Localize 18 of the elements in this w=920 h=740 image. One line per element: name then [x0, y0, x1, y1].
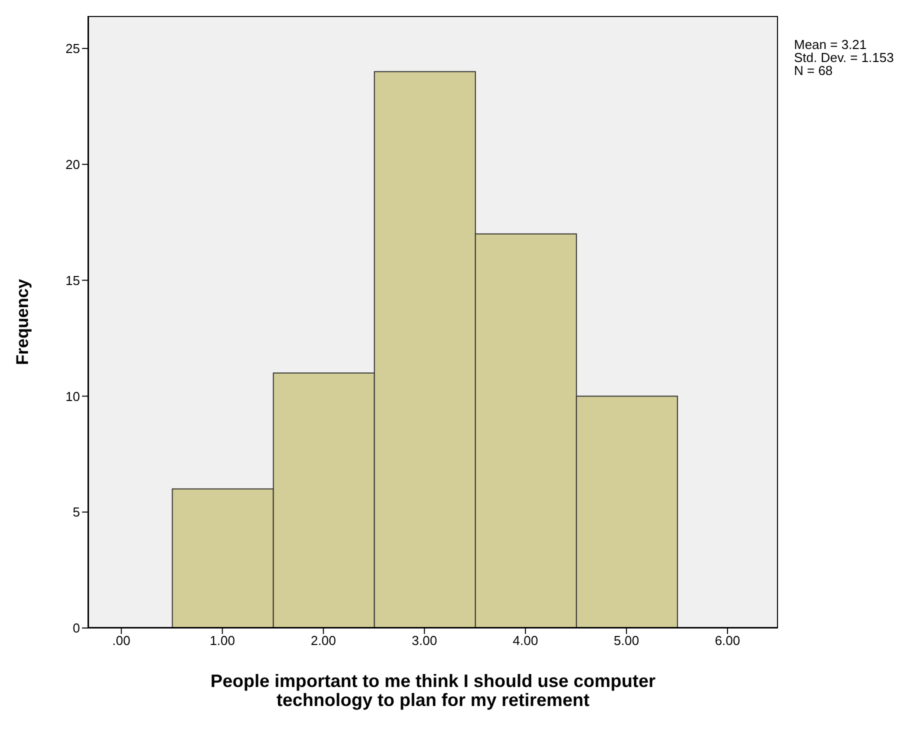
x-tick-label: .00 — [112, 633, 130, 648]
y-tick-label: 10 — [66, 388, 80, 404]
text: Mean = 3.21 — [794, 37, 868, 52]
y-tick-label: 25 — [66, 41, 80, 56]
y-tick-label: 0 — [72, 620, 80, 636]
y-axis-title: Frequency — [13, 278, 32, 365]
x-tick-label: 3.00 — [412, 633, 438, 648]
x-tick-label: 1.00 — [210, 633, 236, 648]
y-tick-label: 20 — [66, 156, 80, 172]
x-tick-label: 5.00 — [614, 633, 640, 648]
x-tick-label: 4.00 — [512, 633, 538, 648]
text: N = 68 — [794, 63, 834, 78]
y-tick-label: 5 — [72, 504, 80, 520]
text: Std. Dev. = 1.153 — [794, 50, 894, 65]
x-tick-label: 6.00 — [714, 633, 740, 648]
x-tick-label: 2.00 — [310, 633, 336, 648]
y-tick-label: 15 — [66, 272, 80, 288]
x-axis-title: People important to me think I should use computer technology to plan for my retirement — [209, 671, 657, 710]
